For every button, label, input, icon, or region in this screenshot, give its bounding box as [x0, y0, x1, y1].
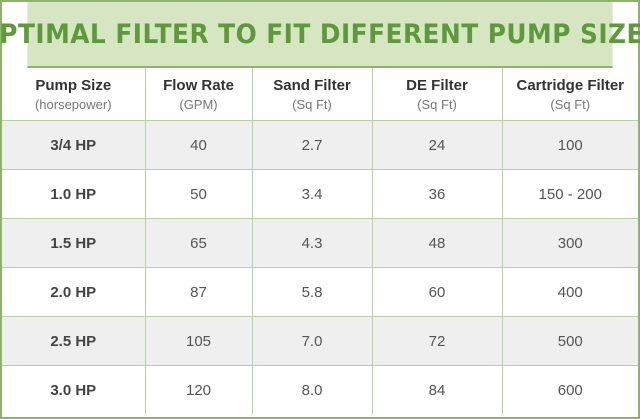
column-header: DE Filter (Sq Ft) [371, 68, 503, 121]
pump-size-cell: 1.0 HP [2, 169, 146, 219]
pump-size-cell: 3/4 HP [2, 120, 146, 170]
table-cell: 60 [371, 267, 503, 317]
column-name: Sand Filter [273, 76, 351, 94]
table-cell: 7.0 [251, 316, 373, 366]
table-cell: 3.4 [251, 169, 373, 219]
table-cell: 2.7 [251, 120, 373, 170]
table-cell: 400 [501, 267, 638, 317]
table-row: 3.0 HP 120 8.0 84 600 [2, 365, 638, 414]
table-cell: 84 [371, 365, 503, 414]
table-row: 3/4 HP 40 2.7 24 100 [2, 120, 638, 170]
pump-size-cell: 2.5 HP [2, 316, 146, 366]
table-cell: 5.8 [251, 267, 373, 317]
column-name: Flow Rate [163, 76, 234, 94]
table-cell: 600 [501, 365, 638, 414]
column-header: Pump Size (horsepower) [2, 68, 146, 121]
table-cell: 48 [371, 218, 503, 268]
table-cell: 4.3 [251, 218, 373, 268]
table-body: 3/4 HP 40 2.7 24 100 1.0 HP 50 3.4 36 150 - 200 1.… [2, 120, 638, 414]
table-cell: 87 [144, 267, 253, 317]
table-cell: 36 [371, 169, 503, 219]
table-cell: 65 [144, 218, 253, 268]
table-cell: 50 [144, 169, 253, 219]
table-cell: 100 [501, 120, 638, 170]
table-row: 1.0 HP 50 3.4 36 150 - 200 [2, 169, 638, 219]
table-cell: 8.0 [251, 365, 373, 414]
column-unit: (Sq Ft) [417, 96, 457, 112]
title: OPTIMAL FILTER TO FIT DIFFERENT PUMP SIZ… [0, 2, 640, 68]
table-cell: 40 [144, 120, 253, 170]
pump-size-cell: 1.5 HP [2, 218, 146, 268]
column-unit: (Sq Ft) [550, 96, 591, 112]
table-row: 2.0 HP 87 5.8 60 400 [2, 267, 638, 317]
column-name: Cartridge Filter [516, 76, 625, 94]
table-row: 2.5 HP 105 7.0 72 500 [2, 316, 638, 366]
column-unit: (GPM) [179, 96, 218, 112]
table-cell: 24 [371, 120, 503, 170]
table-cell: 300 [501, 218, 638, 268]
table-cell: 500 [501, 316, 638, 366]
table-cell: 105 [144, 316, 253, 366]
pump-size-cell: 2.0 HP [2, 267, 146, 317]
column-unit: (Sq Ft) [292, 96, 332, 112]
table-row: 1.5 HP 65 4.3 48 300 [2, 218, 638, 268]
table-cell: 120 [144, 365, 253, 414]
table-cell: 150 - 200 [501, 169, 638, 219]
header-row: Pump Size (horsepower) Flow Rate (GPM) Sand … [2, 68, 638, 121]
column-unit: (horsepower) [34, 96, 112, 112]
column-header: Sand Filter (Sq Ft) [251, 68, 373, 121]
filter-table: Pump Size (horsepower) Flow Rate (GPM) Sand … [2, 68, 638, 414]
column-header: Cartridge Filter (Sq Ft) [501, 68, 638, 121]
table-cell: 72 [371, 316, 503, 366]
column-header: Flow Rate (GPM) [144, 68, 253, 121]
column-name: DE Filter [406, 76, 468, 94]
pump-size-cell: 3.0 HP [2, 365, 146, 414]
column-name: Pump Size [35, 76, 112, 94]
